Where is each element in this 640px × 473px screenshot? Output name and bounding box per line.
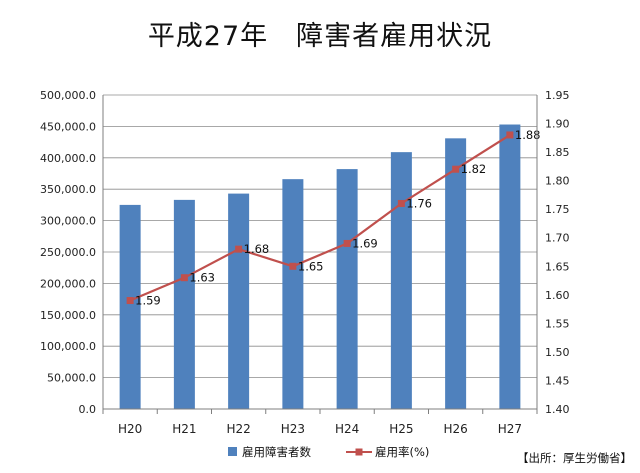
x-tick-label: H23 — [281, 422, 305, 436]
legend-swatch-bar — [228, 447, 237, 456]
y-left-tick-label: 0.0 — [79, 403, 97, 416]
data-label: 1.59 — [135, 294, 161, 308]
legend-label-rate: 雇用率(%) — [375, 445, 429, 459]
data-label: 1.65 — [298, 259, 324, 273]
x-tick-label: H22 — [226, 422, 250, 436]
y-right-tick-label: 1.65 — [545, 260, 570, 273]
y-right-tick-label: 1.90 — [545, 118, 570, 131]
legend-label-bar: 雇用障害者数 — [242, 445, 311, 459]
y-left-tick-label: 200,000.0 — [40, 277, 96, 290]
y-right-tick-label: 1.50 — [545, 346, 570, 359]
rate-point — [506, 131, 514, 139]
bar — [173, 199, 195, 409]
x-tick-label: H24 — [335, 422, 359, 436]
y-right-tick-label: 1.40 — [545, 403, 570, 416]
y-left-tick-label: 300,000.0 — [40, 215, 96, 228]
bar-series — [119, 124, 521, 410]
bar — [119, 204, 141, 409]
rate-line — [129, 134, 511, 302]
y-right-tick-label: 1.75 — [545, 203, 570, 216]
data-label: 1.63 — [189, 271, 215, 285]
y-right-tick-label: 1.95 — [545, 89, 570, 102]
x-tick-label: H25 — [389, 422, 413, 436]
data-label: 1.82 — [461, 162, 487, 176]
y-right-tick-label: 1.70 — [545, 232, 570, 245]
y-right-tick-label: 1.85 — [545, 146, 570, 159]
axes: 0.0 50,000.0 100,000.0 150,000.0 200,000.0 25… — [40, 89, 569, 436]
rate-point — [180, 274, 188, 282]
bar — [336, 169, 358, 409]
source-note: 【出所：厚生労働省】 — [517, 451, 632, 465]
x-tick-label: H20 — [118, 422, 142, 436]
line-series: 1.59 1.63 1.68 1.65 1.69 1.76 1.82 1.88 — [126, 128, 541, 308]
y-right-tick-label: 1.45 — [545, 374, 570, 387]
y-left-tick-label: 250,000.0 — [40, 246, 96, 259]
x-tick-label: H21 — [172, 422, 196, 436]
rate-point — [289, 262, 297, 270]
y-right-tick-label: 1.60 — [545, 289, 570, 302]
y-left-tick-label: 100,000.0 — [40, 340, 96, 353]
bar — [228, 193, 250, 409]
y-left-tick-label: 500,000.0 — [40, 89, 96, 102]
y-left-tick-label: 350,000.0 — [40, 183, 96, 196]
data-label: 1.76 — [406, 196, 432, 210]
bar — [499, 124, 521, 410]
bar — [445, 138, 467, 409]
rate-point — [235, 245, 243, 253]
rate-point — [126, 297, 134, 305]
legend: 雇用障害者数 雇用率(%) — [228, 445, 429, 459]
data-label: 1.88 — [515, 128, 541, 142]
rate-point — [343, 239, 351, 247]
x-tick-label: H27 — [498, 422, 522, 436]
legend-marker-rate — [355, 448, 363, 456]
y-right-tick-label: 1.80 — [545, 175, 570, 188]
y-right-tick-label: 1.55 — [545, 317, 570, 330]
chart-title: 平成27年 障害者雇用状況 — [147, 21, 493, 52]
data-label: 1.69 — [352, 236, 378, 250]
rate-point — [397, 199, 405, 207]
y-left-tick-label: 450,000.0 — [40, 120, 96, 133]
bar — [390, 152, 412, 409]
y-left-tick-label: 400,000.0 — [40, 152, 96, 165]
bar — [282, 179, 304, 409]
x-tick-label: H26 — [443, 422, 467, 436]
y-left-tick-label: 150,000.0 — [40, 309, 96, 322]
rate-point — [452, 165, 460, 173]
data-label: 1.68 — [244, 242, 270, 256]
gridlines — [103, 94, 537, 379]
y-left-tick-label: 50,000.0 — [47, 372, 96, 385]
